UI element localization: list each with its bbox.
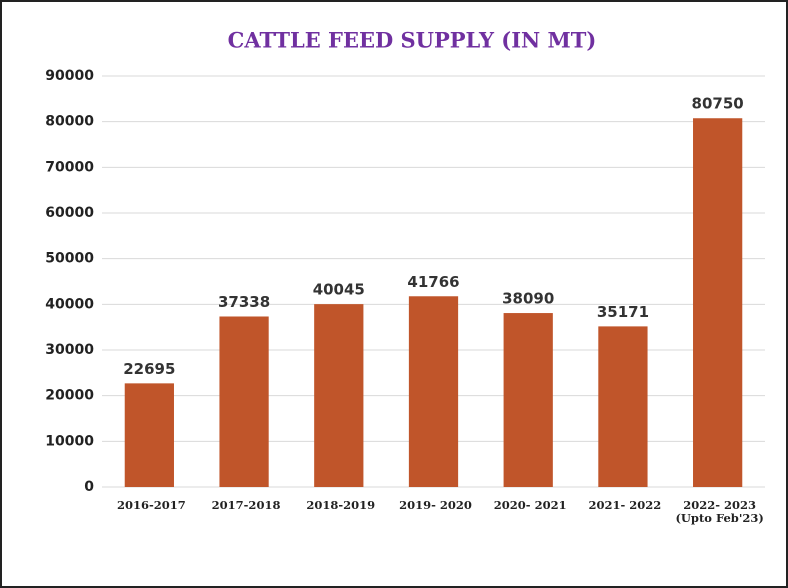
y-tick-label: 60000 [45, 205, 94, 221]
bar [408, 296, 459, 487]
x-tick-label: 2021- 2022 [588, 498, 662, 512]
chart-title: CATTLE FEED SUPPLY (IN MT) [228, 28, 597, 53]
data-label: 37338 [218, 293, 270, 311]
y-tick-label: 50000 [45, 251, 94, 267]
x-tick-label: 2018-2019 [306, 498, 376, 512]
y-tick-label: 40000 [45, 296, 94, 312]
data-label: 80750 [692, 95, 744, 113]
bar [693, 118, 743, 487]
x-tick-label: 2017-2018 [211, 498, 281, 512]
x-tick-label: 2019- 2020 [399, 498, 472, 512]
bar [124, 383, 174, 487]
y-tick-label: 80000 [45, 114, 94, 130]
y-tick-label: 90000 [45, 68, 94, 84]
bar [219, 316, 269, 487]
bar [503, 313, 553, 487]
data-label: 22695 [123, 360, 175, 378]
y-tick-label: 0 [84, 479, 94, 495]
y-tick-label: 70000 [45, 159, 94, 175]
y-tick-label: 30000 [45, 342, 94, 358]
bar [314, 304, 364, 487]
y-tick-label: 20000 [45, 388, 94, 404]
bar [598, 326, 648, 487]
y-tick-label: 10000 [45, 433, 94, 449]
data-label: 41766 [407, 273, 459, 291]
data-label: 38090 [502, 290, 554, 308]
x-tick-label: 2020- 2021 [493, 498, 567, 512]
x-tick-label: 2016-2017 [116, 498, 186, 512]
data-label: 40045 [313, 281, 365, 299]
data-label: 35171 [597, 303, 649, 321]
x-tick-label: 2022- 2023 (Upto Feb'23) [675, 498, 764, 525]
